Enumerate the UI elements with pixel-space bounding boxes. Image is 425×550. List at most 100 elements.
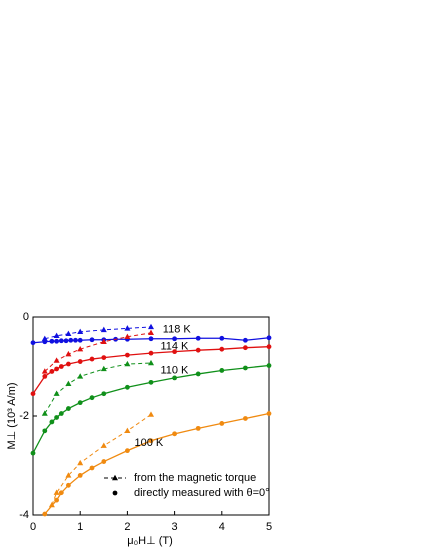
torque-line (44, 326, 152, 340)
y-tick-label: -4 (19, 509, 29, 521)
torque-point (41, 335, 48, 341)
direct-point (49, 338, 55, 344)
direct-point (243, 416, 248, 421)
torque-point (65, 330, 72, 337)
torque-point (100, 365, 107, 372)
direct-point (195, 371, 201, 377)
torque-line (44, 362, 152, 414)
direct-point (148, 438, 154, 444)
torque-point (41, 368, 48, 374)
direct-point (219, 335, 225, 341)
direct-point (148, 336, 154, 342)
direct-point (219, 421, 225, 426)
direct-point (66, 482, 71, 488)
direct-point (77, 359, 83, 364)
direct-point (42, 511, 48, 517)
direct-point (77, 400, 83, 406)
x-tick-label: 1 (77, 521, 83, 533)
direct-point (148, 350, 154, 356)
direct-point (89, 356, 95, 362)
torque-point (48, 501, 55, 508)
x-tick-label: 5 (266, 521, 272, 533)
torque-point (100, 442, 107, 448)
direct-point (101, 459, 107, 464)
direct-point (125, 352, 130, 358)
direct-point (266, 411, 272, 416)
direct-point (243, 365, 248, 371)
torque-point (100, 338, 107, 344)
direct-point (58, 490, 64, 496)
direct-point (30, 391, 36, 397)
y-tick-label: -2 (19, 410, 29, 422)
direct-point (125, 384, 130, 390)
series-label: 118 K (163, 323, 192, 335)
legend-triangle (112, 474, 118, 481)
torque-point (148, 411, 154, 417)
fit-line (32, 364, 270, 454)
direct-point (58, 364, 64, 369)
x-tick-label: 2 (124, 521, 130, 533)
direct-point (89, 465, 95, 471)
legend-label: directly measured with θ=0° (134, 487, 270, 499)
x-axis-title: μ₀H⊥ (T) (127, 535, 173, 547)
direct-point (172, 375, 178, 381)
series-label: 100 K (134, 437, 163, 449)
torque-point (77, 328, 84, 335)
direct-point (66, 361, 71, 367)
direct-point (68, 337, 74, 343)
direct-point (63, 338, 69, 344)
direct-point (266, 335, 272, 341)
direct-point (58, 411, 64, 416)
direct-point (266, 363, 272, 368)
legend-circle (112, 490, 118, 496)
series-label: 110 K (160, 364, 189, 376)
direct-point (66, 406, 71, 411)
direct-point (73, 337, 78, 343)
torque-point (77, 345, 84, 352)
direct-point (172, 431, 178, 437)
torque-point (148, 323, 154, 330)
direct-point (49, 369, 55, 374)
direct-point (89, 395, 95, 401)
direct-point (58, 338, 64, 344)
y-tick-label: 0 (23, 311, 29, 323)
torque-point (65, 350, 72, 357)
direct-point (54, 497, 59, 503)
direct-point (101, 391, 107, 397)
direct-point (101, 355, 107, 360)
direct-point (30, 450, 36, 456)
x-tick-label: 4 (219, 521, 225, 533)
direct-point (54, 338, 59, 344)
direct-point (54, 366, 59, 372)
direct-point (243, 337, 248, 343)
series-label: 114 K (160, 341, 189, 353)
direct-point (54, 415, 59, 420)
direct-point (30, 340, 36, 346)
direct-point (243, 345, 248, 351)
direct-point (125, 448, 130, 454)
torque-point (65, 472, 72, 478)
torque-point (77, 459, 84, 466)
torque-point (53, 357, 60, 363)
y-axis-title: M⊥ (10³ A/m) (6, 382, 18, 449)
torque-point (124, 325, 131, 331)
direct-point (195, 425, 201, 431)
direct-point (219, 346, 225, 352)
direct-point (42, 428, 48, 434)
torque-point (100, 326, 107, 333)
direct-point (89, 337, 95, 343)
torque-point (77, 373, 84, 379)
direct-point (77, 337, 83, 343)
torque-point (53, 332, 60, 339)
direct-point (172, 349, 178, 355)
legend-label: from the magnetic torque (134, 472, 256, 484)
direct-point (77, 473, 83, 478)
direct-point (195, 335, 201, 341)
torque-point (124, 427, 131, 434)
direct-point (195, 347, 201, 353)
x-tick-label: 3 (172, 521, 178, 533)
torque-point (124, 360, 131, 367)
torque-point (41, 410, 48, 416)
torque-point (53, 390, 60, 396)
